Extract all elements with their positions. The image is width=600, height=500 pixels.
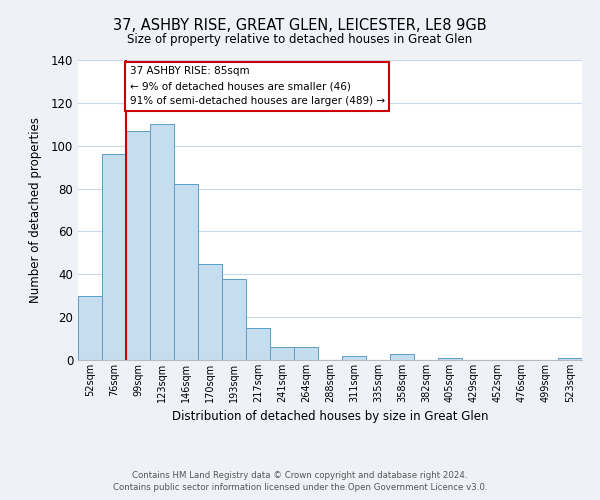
Bar [246, 328, 270, 360]
Bar [270, 347, 294, 360]
Bar [174, 184, 198, 360]
Text: Contains HM Land Registry data © Crown copyright and database right 2024.
Contai: Contains HM Land Registry data © Crown c… [113, 471, 487, 492]
Bar [294, 347, 318, 360]
Bar [342, 356, 366, 360]
Bar [126, 130, 150, 360]
Bar [198, 264, 222, 360]
X-axis label: Distribution of detached houses by size in Great Glen: Distribution of detached houses by size … [172, 410, 488, 424]
Bar [438, 358, 462, 360]
Bar [558, 358, 582, 360]
Bar [150, 124, 174, 360]
Bar [222, 278, 246, 360]
Bar [102, 154, 126, 360]
Text: Size of property relative to detached houses in Great Glen: Size of property relative to detached ho… [127, 32, 473, 46]
Text: 37 ASHBY RISE: 85sqm
← 9% of detached houses are smaller (46)
91% of semi-detach: 37 ASHBY RISE: 85sqm ← 9% of detached ho… [130, 66, 385, 106]
Text: 37, ASHBY RISE, GREAT GLEN, LEICESTER, LE8 9GB: 37, ASHBY RISE, GREAT GLEN, LEICESTER, L… [113, 18, 487, 32]
Bar [78, 296, 102, 360]
Bar [390, 354, 414, 360]
Y-axis label: Number of detached properties: Number of detached properties [29, 117, 43, 303]
